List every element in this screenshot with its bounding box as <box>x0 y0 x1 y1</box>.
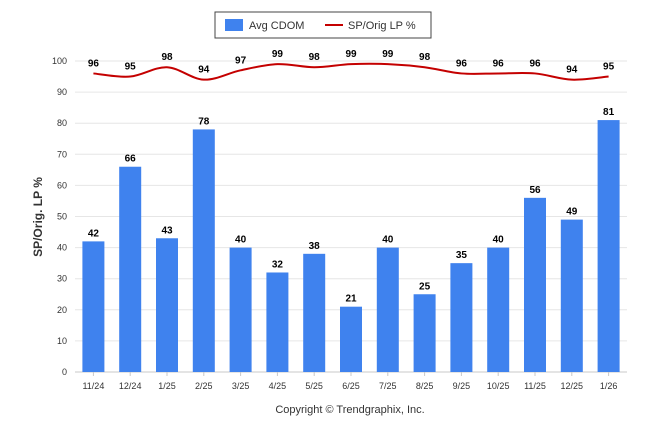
bar <box>156 238 178 372</box>
bar <box>119 166 142 372</box>
y-tick-label: 100 <box>52 56 67 66</box>
x-tick-label: 11/24 <box>82 381 104 391</box>
line-data-label: 96 <box>493 58 505 69</box>
bar-data-label: 40 <box>493 235 505 246</box>
y-axis-title: SP/Orig. LP % <box>31 177 45 257</box>
y-tick-label: 10 <box>57 336 67 346</box>
bar-data-label: 43 <box>161 225 173 236</box>
y-tick-label: 60 <box>57 180 67 190</box>
bar-data-label: 66 <box>125 154 137 165</box>
line-data-label: 98 <box>309 52 321 63</box>
plot-area: 0 10 20 30 40 50 60 70 80 90 100 42 66 43 78 40 32 38 21 40… <box>52 49 627 391</box>
x-tick-label: 4/25 <box>269 381 287 391</box>
line-data-label: 95 <box>125 62 137 73</box>
x-tick-label: 9/25 <box>453 381 471 391</box>
bar-data-label: 40 <box>382 235 394 246</box>
y-tick-label: 70 <box>57 149 67 159</box>
line-data-label: 94 <box>198 65 210 76</box>
x-tick-label: 1/25 <box>158 381 176 391</box>
y-tick-label: 80 <box>57 118 67 128</box>
legend-box <box>214 11 432 39</box>
x-tick-label: 5/25 <box>305 381 323 391</box>
bar-data-label: 42 <box>88 228 100 239</box>
bar-data-label: 38 <box>309 241 321 252</box>
x-tick-label: 11/25 <box>524 381 546 391</box>
bar-data-label: 21 <box>345 294 357 305</box>
line-data-label: 99 <box>345 49 357 60</box>
bar <box>524 197 546 372</box>
y-tick-label: 30 <box>57 274 67 284</box>
bar <box>340 306 362 372</box>
bar <box>192 129 215 372</box>
legend-swatch-bar <box>225 19 243 31</box>
legend: Avg CDOM SP/Orig LP % <box>214 11 432 39</box>
legend-label-line: SP/Orig LP % <box>348 20 416 32</box>
x-tick-label: 1/26 <box>600 381 618 391</box>
bar <box>376 247 399 372</box>
line-data-label: 96 <box>456 58 468 69</box>
bar <box>413 294 436 372</box>
bar-data-label: 56 <box>529 185 541 196</box>
bar <box>229 247 252 372</box>
line-data-label: 94 <box>566 65 578 76</box>
line-data-label: 98 <box>161 52 173 63</box>
y-tick-label: 20 <box>57 305 67 315</box>
x-tick-label: 12/25 <box>561 381 584 391</box>
line-data-label: 96 <box>529 58 541 69</box>
bar-data-label: 49 <box>566 207 578 218</box>
bar-data-label: 35 <box>456 250 468 261</box>
legend-label-bar: Avg CDOM <box>249 20 304 32</box>
x-tick-label: 6/25 <box>342 381 360 391</box>
x-tick-label: 7/25 <box>379 381 397 391</box>
y-tick-label: 50 <box>57 212 67 222</box>
line-data-label: 98 <box>419 52 431 63</box>
bar-data-label: 78 <box>198 116 210 127</box>
x-tick-label: 8/25 <box>416 381 434 391</box>
x-tick-label: 2/25 <box>195 381 213 391</box>
bar <box>303 253 326 372</box>
bar-data-label: 40 <box>235 235 247 246</box>
bar <box>450 263 473 372</box>
bar <box>266 272 289 372</box>
bar <box>487 247 510 372</box>
x-tick-label: 10/25 <box>487 381 510 391</box>
x-tick-label: 3/25 <box>232 381 250 391</box>
copyright-footer: Copyright © Trendgraphix, Inc. <box>275 404 424 416</box>
y-tick-label: 90 <box>57 87 67 97</box>
bar <box>560 219 583 372</box>
x-tick-label: 12/24 <box>119 381 142 391</box>
bar <box>82 241 105 372</box>
line-series-sp-orig-lp <box>93 62 609 81</box>
bar-data-label: 25 <box>419 281 431 292</box>
y-tick-label: 40 <box>57 243 67 253</box>
bar-data-label: 81 <box>603 107 615 118</box>
line-data-label: 96 <box>88 58 100 69</box>
y-tick-label: 0 <box>62 367 67 377</box>
bar <box>597 120 620 372</box>
line-data-label: 99 <box>272 49 284 60</box>
bar-data-label: 32 <box>272 259 284 270</box>
line-data-label: 95 <box>603 62 615 73</box>
line-data-label: 97 <box>235 55 247 66</box>
line-data-label: 99 <box>382 49 394 60</box>
